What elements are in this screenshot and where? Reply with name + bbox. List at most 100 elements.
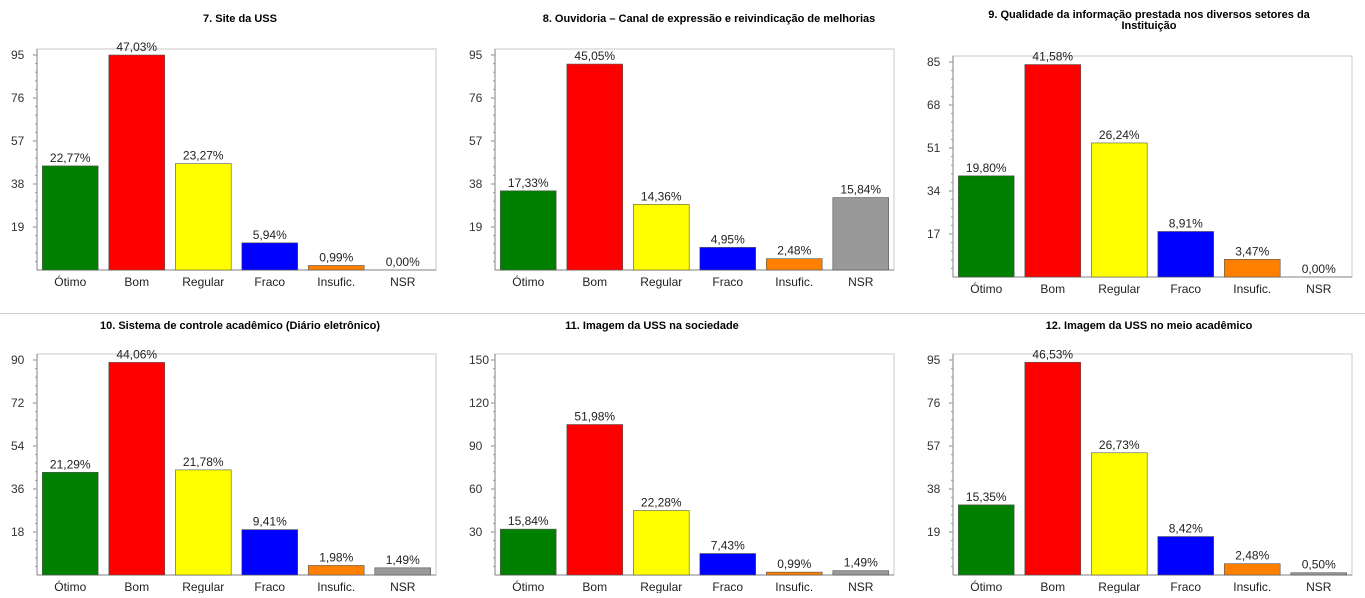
bar-2 <box>1091 452 1148 576</box>
y-tick-label: 19 <box>469 220 483 234</box>
chart-panel-10: 10. Sistema de controle acadêmico (Diári… <box>11 320 437 594</box>
x-tick-label: NSR <box>390 580 416 593</box>
data-label: 1,49% <box>844 556 878 570</box>
x-tick-label: Ótimo <box>970 579 1002 593</box>
plot-area <box>36 353 437 576</box>
bar-2 <box>175 469 232 576</box>
x-tick-label: Regular <box>182 275 224 289</box>
data-label: 8,91% <box>1169 216 1203 230</box>
x-tick-label: NSR <box>390 275 416 289</box>
bar-3 <box>241 529 298 576</box>
y-tick-label: 18 <box>11 525 25 539</box>
bar-5 <box>1290 572 1347 576</box>
x-tick-label: NSR <box>848 580 874 593</box>
data-label: 45,05% <box>574 49 615 63</box>
x-tick-label: Insufic. <box>775 275 813 289</box>
x-tick-label: Bom <box>1040 282 1065 296</box>
plot-area <box>952 55 1353 278</box>
data-label: 15,84% <box>508 514 549 528</box>
y-tick-label: 72 <box>11 396 25 410</box>
data-label: 44,06% <box>116 347 157 361</box>
x-tick-label: Ótimo <box>54 579 86 593</box>
y-tick-label: 34 <box>927 184 941 198</box>
chart-title: 11. Imagem da USS na sociedade <box>565 320 739 332</box>
data-label: 46,53% <box>1032 347 1073 361</box>
y-tick-label: 76 <box>469 91 483 105</box>
y-tick-label: 76 <box>11 91 25 105</box>
bar-1 <box>108 54 165 271</box>
bar-2 <box>1091 142 1148 278</box>
x-tick-label: Insufic. <box>317 580 355 593</box>
y-tick-label: 19 <box>11 220 25 234</box>
chart-title: 10. Sistema de controle acadêmico (Diári… <box>100 320 380 332</box>
data-label: 0,99% <box>777 557 811 571</box>
y-tick-label: 19 <box>927 525 941 539</box>
x-tick-label: Fraco <box>712 580 743 593</box>
data-label: 9,41% <box>253 515 287 529</box>
data-label: 47,03% <box>116 40 157 54</box>
x-tick-label: Ótimo <box>970 281 1002 296</box>
bar-1 <box>1024 361 1081 576</box>
bar-3 <box>241 242 298 271</box>
plot-area <box>494 353 895 576</box>
y-tick-label: 95 <box>11 48 25 62</box>
x-tick-label: Ótimo <box>54 274 86 289</box>
data-label: 1,49% <box>386 553 420 567</box>
chart-title: 7. Site da USS <box>203 13 277 25</box>
bar-0 <box>42 165 99 271</box>
chart-panel-9: 9. Qualidade da informação prestada nos … <box>927 9 1353 296</box>
bar-3 <box>1157 536 1214 576</box>
bar-1 <box>1024 64 1081 278</box>
x-tick-label: Regular <box>1098 580 1140 593</box>
data-label: 7,43% <box>711 539 745 553</box>
data-label: 21,78% <box>183 455 224 469</box>
bar-5 <box>832 197 889 271</box>
plot-area <box>36 48 437 271</box>
x-tick-label: NSR <box>1306 580 1332 593</box>
data-label: 14,36% <box>641 189 682 203</box>
x-tick-label: Regular <box>182 580 224 593</box>
bar-5 <box>374 567 431 576</box>
data-label: 26,24% <box>1099 128 1140 142</box>
x-tick-label: Bom <box>582 580 607 593</box>
y-tick-label: 30 <box>469 525 483 539</box>
x-tick-label: Regular <box>1098 282 1140 296</box>
chart-title: 8. Ouvidoria – Canal de expressão e reiv… <box>543 13 876 25</box>
bar-0 <box>42 471 99 576</box>
data-label: 4,95% <box>711 232 745 246</box>
bar-0 <box>500 190 557 271</box>
data-label: 15,84% <box>840 183 881 197</box>
data-label: 22,28% <box>641 496 682 510</box>
y-tick-label: 51 <box>927 141 941 155</box>
data-label: 22,77% <box>50 151 91 165</box>
bar-3 <box>699 247 756 271</box>
bar-3 <box>1157 231 1214 278</box>
data-label: 2,48% <box>777 244 811 258</box>
x-tick-label: Ótimo <box>512 579 544 593</box>
x-tick-label: Regular <box>640 275 682 289</box>
x-tick-label: Fraco <box>1170 282 1201 296</box>
bar-1 <box>108 362 165 576</box>
x-tick-label: Bom <box>582 275 607 289</box>
data-label: 26,73% <box>1099 438 1140 452</box>
data-label: 3,47% <box>1235 244 1269 258</box>
chart-panel-12: 12. Imagem da USS no meio acadêmico 19 38 5… <box>927 320 1353 594</box>
y-tick-label: 54 <box>11 439 25 453</box>
bar-4 <box>1224 563 1281 576</box>
x-tick-label: Insufic. <box>317 275 355 289</box>
bar-3 <box>699 553 756 576</box>
bar-4 <box>766 571 823 576</box>
data-label: 41,58% <box>1032 50 1073 64</box>
y-tick-label: 68 <box>927 98 941 112</box>
y-tick-label: 120 <box>469 396 489 410</box>
bar-4 <box>766 258 823 271</box>
bar-4 <box>308 565 365 576</box>
y-tick-label: 36 <box>11 482 25 496</box>
y-tick-label: 95 <box>469 48 483 62</box>
row-divider <box>0 313 1365 314</box>
data-label: 17,33% <box>508 176 549 190</box>
y-tick-label: 90 <box>469 439 483 453</box>
bar-2 <box>633 510 690 576</box>
bar-0 <box>958 175 1015 278</box>
bar-0 <box>500 528 557 576</box>
